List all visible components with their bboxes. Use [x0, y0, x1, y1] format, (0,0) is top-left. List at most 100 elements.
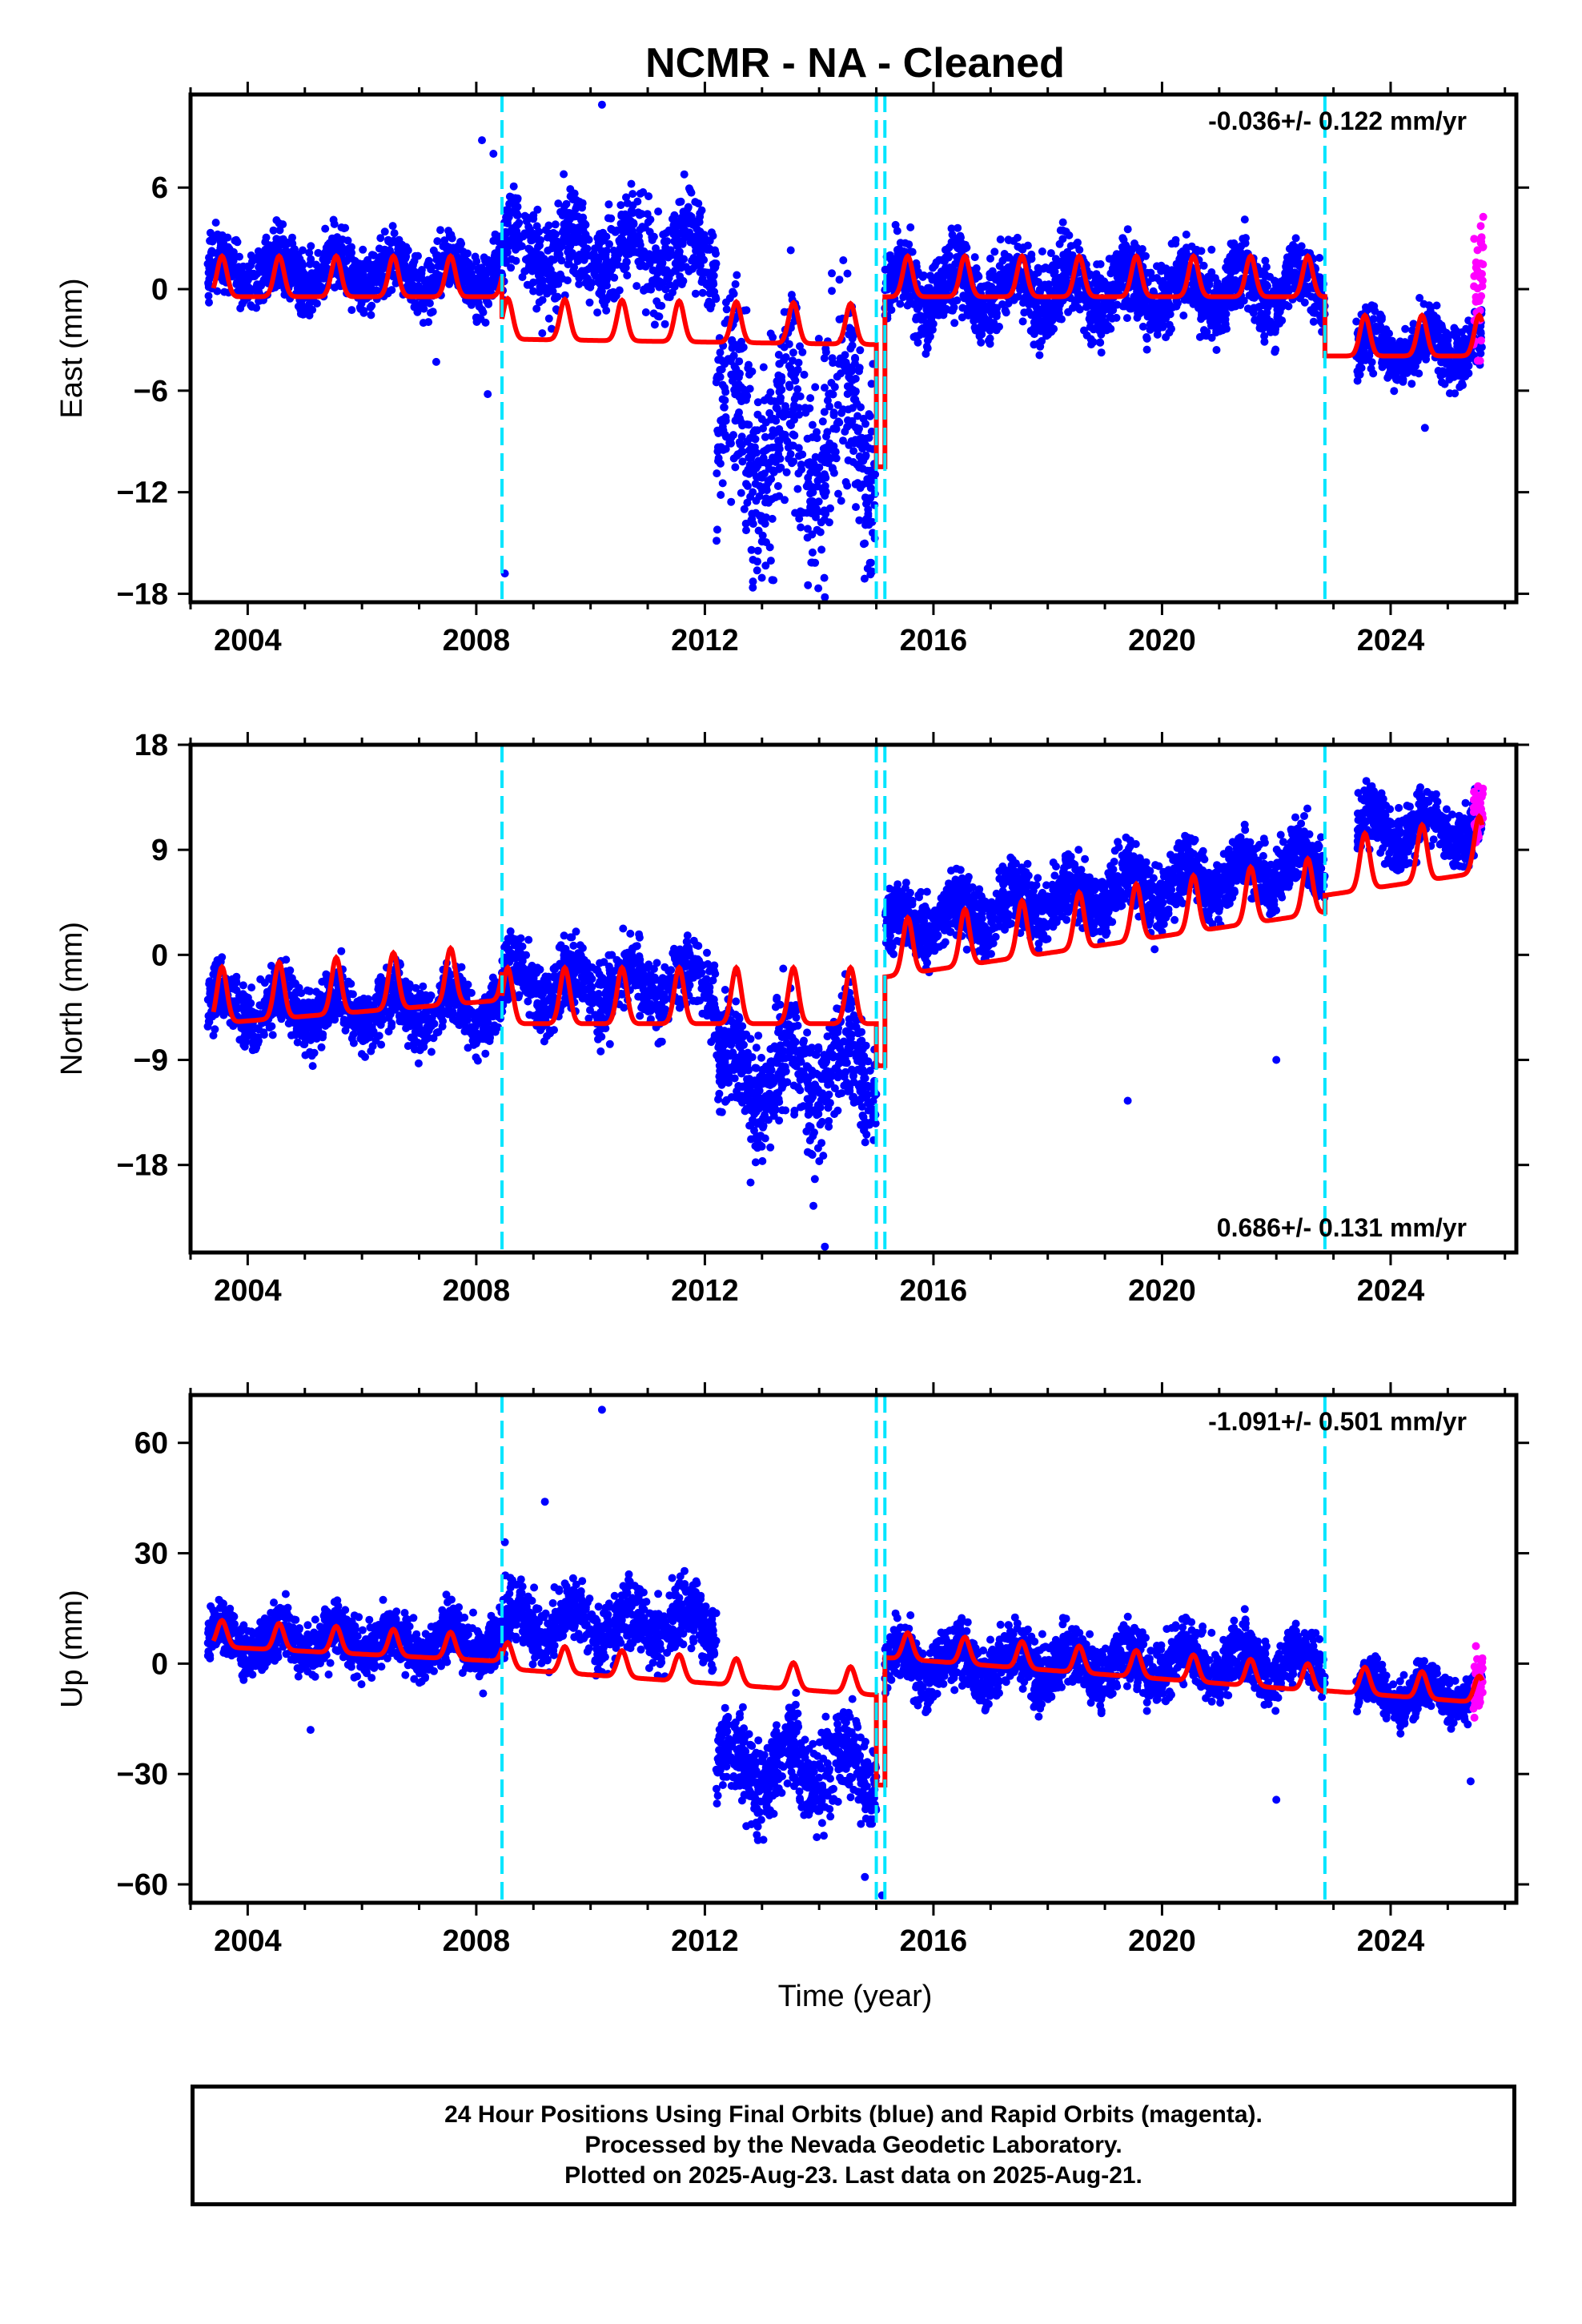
- east-final-orbit-point: [713, 372, 722, 380]
- east-final-orbit-point: [1100, 277, 1109, 286]
- east-final-orbit-point: [1195, 294, 1203, 303]
- east-final-orbit-point: [1270, 276, 1279, 285]
- east-outlier-point: [1420, 424, 1429, 432]
- east-final-orbit-point: [488, 278, 497, 287]
- east-final-orbit-point: [292, 272, 301, 281]
- east-final-orbit-point: [793, 385, 802, 393]
- east-final-orbit-point: [727, 497, 736, 506]
- east-final-orbit-point: [513, 195, 522, 204]
- east-rapid-orbit-point: [1473, 246, 1482, 255]
- east-final-orbit-point: [296, 264, 305, 273]
- east-final-orbit-point: [1002, 308, 1010, 317]
- east-final-orbit-point: [347, 284, 356, 293]
- east-final-orbit-point: [1030, 275, 1038, 284]
- east-final-orbit-point: [491, 249, 500, 258]
- east-final-orbit-point: [211, 219, 220, 227]
- east-final-orbit-point: [816, 528, 825, 537]
- east-final-orbit-point: [771, 458, 780, 466]
- east-final-orbit-point: [581, 279, 590, 287]
- east-final-orbit-point: [1006, 271, 1015, 280]
- east-final-orbit-point: [1284, 302, 1293, 311]
- east-y-tick-label: 6: [151, 171, 168, 205]
- east-final-orbit-point: [1127, 247, 1136, 255]
- east-final-orbit-point: [1302, 282, 1311, 291]
- east-final-orbit-point: [1086, 270, 1094, 279]
- east-x-tick-label: 2020: [1128, 624, 1196, 657]
- east-final-orbit-point: [314, 248, 323, 257]
- east-final-orbit-point: [789, 441, 797, 450]
- east-final-orbit-point: [661, 285, 670, 294]
- east-final-orbit-point: [544, 314, 553, 323]
- east-final-orbit-point: [239, 262, 247, 271]
- east-final-orbit-point: [297, 281, 306, 290]
- east-final-orbit-point: [890, 262, 899, 271]
- east-final-orbit-point: [709, 271, 718, 280]
- east-final-orbit-point: [1090, 315, 1098, 324]
- east-final-orbit-point: [218, 269, 227, 278]
- east-outlier-point: [489, 150, 498, 158]
- east-final-orbit-point: [235, 275, 243, 283]
- east-final-orbit-point: [710, 287, 719, 296]
- east-final-orbit-point: [532, 304, 541, 313]
- east-final-orbit-point: [1038, 247, 1046, 255]
- east-final-orbit-point: [724, 355, 733, 364]
- east-final-orbit-point: [1432, 301, 1441, 310]
- east-final-orbit-point: [1191, 246, 1200, 255]
- east-final-orbit-point: [856, 346, 865, 355]
- east-final-orbit-point: [970, 253, 979, 262]
- east-final-orbit-point: [735, 408, 743, 416]
- east-final-orbit-point: [417, 266, 426, 274]
- east-final-orbit-point: [903, 301, 912, 310]
- east-final-orbit-point: [794, 469, 803, 478]
- east-final-orbit-point: [684, 204, 693, 213]
- east-final-orbit-point: [1415, 294, 1424, 302]
- east-y-tick-label: −12: [117, 476, 168, 510]
- east-final-orbit-point: [766, 557, 775, 565]
- east-final-orbit-point: [372, 268, 381, 277]
- east-final-orbit-point: [253, 280, 262, 289]
- east-final-orbit-point: [826, 504, 834, 513]
- east-final-orbit-point: [520, 211, 529, 220]
- east-final-orbit-point: [761, 498, 769, 507]
- east-final-orbit-point: [624, 214, 632, 223]
- east-final-orbit-point: [742, 480, 750, 489]
- east-final-orbit-point: [730, 362, 739, 371]
- east-final-orbit-point: [1367, 358, 1376, 367]
- east-final-orbit-point: [713, 426, 722, 435]
- east-final-orbit-point: [252, 286, 261, 295]
- east-final-orbit-point: [1273, 283, 1282, 292]
- east-final-orbit-point: [753, 557, 761, 566]
- east-final-orbit-point: [852, 503, 860, 512]
- east-final-orbit-point: [986, 270, 994, 278]
- east-final-orbit-point: [554, 199, 563, 208]
- east-final-orbit-point: [757, 512, 765, 521]
- east-final-orbit-point: [1133, 286, 1142, 294]
- east-final-orbit-point: [428, 274, 437, 282]
- east-final-orbit-point: [696, 212, 705, 221]
- east-final-orbit-point: [790, 395, 799, 404]
- east-final-orbit-point: [768, 443, 777, 452]
- east-final-orbit-point: [409, 287, 418, 296]
- east-final-orbit-point: [307, 242, 315, 251]
- east-final-orbit-point: [1016, 286, 1025, 295]
- east-final-orbit-point: [419, 319, 428, 328]
- east-final-orbit-point: [710, 259, 719, 267]
- east-final-orbit-point: [275, 270, 283, 278]
- east-final-orbit-point: [1034, 263, 1042, 272]
- east-final-orbit-point: [985, 306, 994, 315]
- east-final-orbit-point: [1105, 255, 1114, 263]
- east-final-orbit-point: [828, 287, 836, 296]
- east-final-orbit-point: [713, 537, 721, 545]
- east-final-orbit-point: [921, 349, 930, 358]
- east-final-orbit-point: [560, 234, 568, 243]
- east-final-orbit-point: [1158, 320, 1167, 328]
- east-final-orbit-point: [847, 437, 856, 445]
- east-final-orbit-point: [797, 523, 805, 532]
- east-final-orbit-point: [1153, 299, 1161, 308]
- east-final-orbit-point: [549, 228, 558, 237]
- east-final-orbit-point: [685, 211, 694, 220]
- east-final-orbit-point: [929, 320, 938, 328]
- east-final-orbit-point: [777, 393, 785, 402]
- east-rapid-orbit-point: [1479, 260, 1488, 269]
